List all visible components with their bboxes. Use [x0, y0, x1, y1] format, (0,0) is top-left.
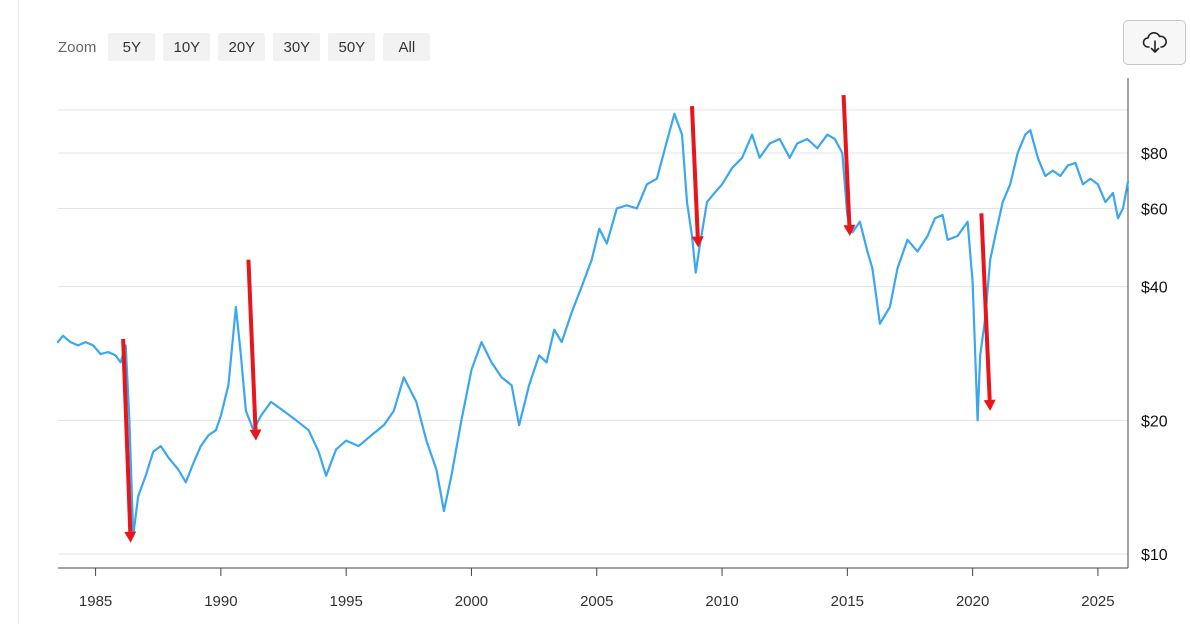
zoom-all-button[interactable]: All: [383, 33, 431, 61]
drop-arrow-head: [691, 236, 704, 248]
y-tick-label: $10: [1141, 547, 1168, 564]
y-tick-label: $60: [1141, 201, 1168, 218]
drop-arrow: [246, 259, 258, 430]
cloud-download-icon: [1142, 31, 1167, 53]
price-series-line: [56, 112, 1130, 537]
download-button[interactable]: [1123, 20, 1186, 65]
zoom-5y-button[interactable]: 5Y: [108, 33, 156, 61]
x-tick-label: 2020: [956, 593, 989, 610]
zoom-toolbar: Zoom 5Y 10Y 20Y 30Y 50Y All: [58, 33, 438, 61]
zoom-10y-button[interactable]: 10Y: [163, 33, 211, 61]
frame-divider: [18, 0, 19, 624]
drop-arrow-head: [124, 531, 137, 543]
x-tick-label: 2005: [580, 593, 613, 610]
drop-arrow: [689, 106, 700, 237]
y-tick-label: $40: [1141, 280, 1168, 297]
zoom-20y-button[interactable]: 20Y: [218, 33, 266, 61]
zoom-50y-button[interactable]: 50Y: [328, 33, 376, 61]
drop-arrow: [841, 94, 852, 226]
drop-arrow: [121, 338, 133, 532]
y-tick-label: $20: [1141, 413, 1168, 430]
zoom-label: Zoom: [58, 38, 97, 56]
zoom-30y-button[interactable]: 30Y: [273, 33, 321, 61]
drop-arrow-head: [843, 224, 856, 237]
y-tick-label: $80: [1141, 146, 1168, 163]
x-tick-label: 2010: [705, 593, 738, 610]
x-tick-label: 1990: [204, 593, 237, 610]
drop-arrow: [979, 213, 992, 401]
x-tick-label: 2015: [831, 593, 864, 610]
x-tick-label: 2025: [1081, 593, 1114, 610]
drop-arrow-head: [983, 399, 996, 411]
drop-arrow-head: [249, 429, 262, 441]
x-tick-label: 2000: [455, 593, 488, 610]
x-tick-label: 1985: [79, 593, 112, 610]
x-tick-label: 1995: [329, 593, 362, 610]
